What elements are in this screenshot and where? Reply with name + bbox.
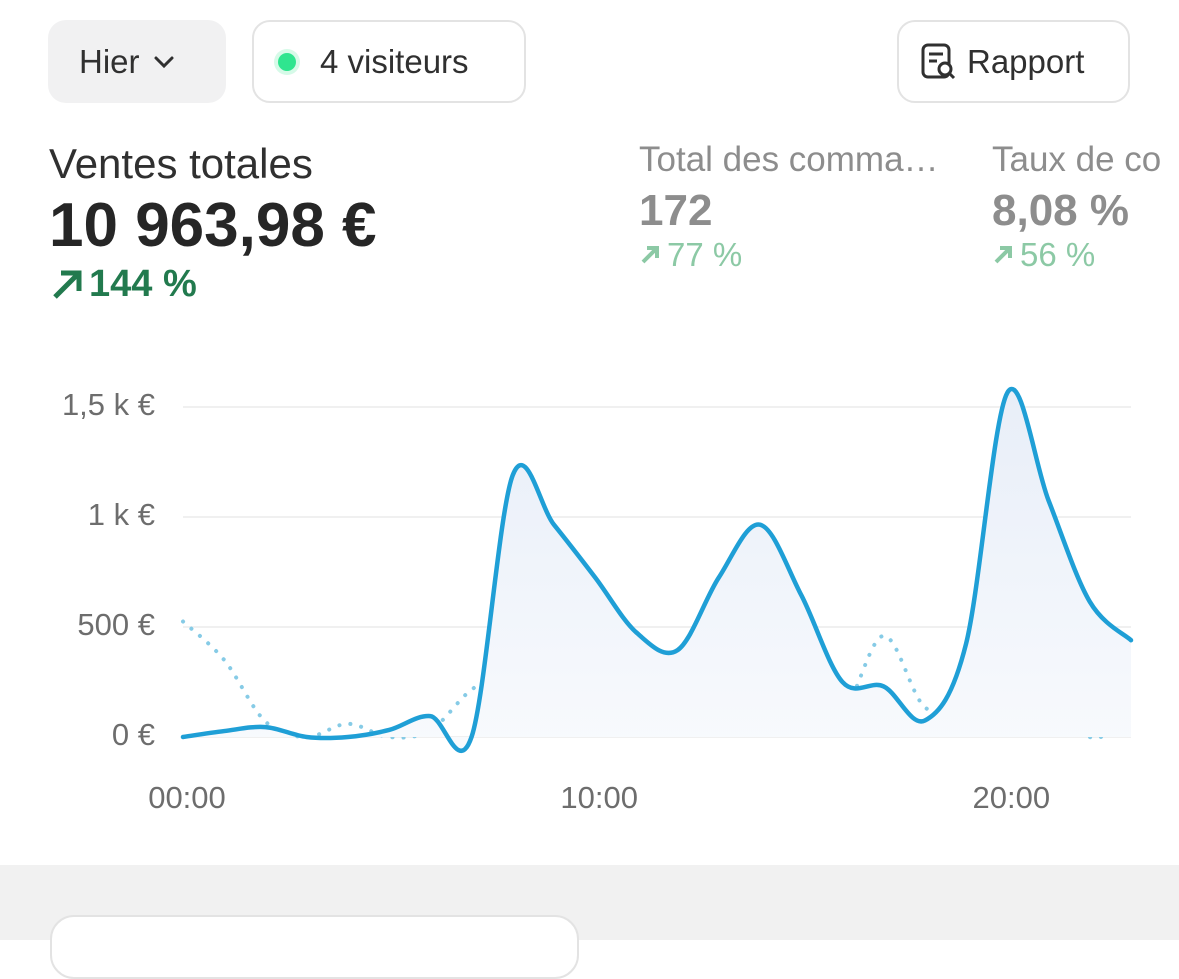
up-arrow xyxy=(53,270,82,299)
metric[interactable]: Taux de co 8,08 % 56 % xyxy=(992,140,1179,274)
report-icon xyxy=(921,43,956,79)
period-label: Hier xyxy=(79,42,140,80)
y-tick-label: 1 k € xyxy=(88,497,155,532)
y-tick-label: 500 € xyxy=(77,607,155,642)
chart: 0 € 500 € 1 k € 1,5 k € 00:00 10:00 20:00 xyxy=(62,387,1134,815)
up-arrow xyxy=(994,246,1012,264)
up-arrow xyxy=(641,246,659,264)
change-value: 144 % xyxy=(89,263,197,305)
visitors-button[interactable]: 4 visiteurs xyxy=(252,20,526,103)
page: Dashboard {"toolbar": {"period": "Hier",… xyxy=(0,20,1179,979)
chevron xyxy=(154,56,174,68)
line xyxy=(180,387,1134,753)
period-button[interactable]: Hier xyxy=(48,20,226,103)
card[interactable] xyxy=(50,915,579,979)
live-dot xyxy=(278,52,296,71)
metric-value: 8,08 % xyxy=(992,186,1129,235)
metric-change: 144 % xyxy=(49,263,377,306)
metric-value: 10 963,98 € xyxy=(49,191,377,260)
metric-value: 172 xyxy=(639,186,713,235)
y-tick-label: 0 € xyxy=(112,717,155,752)
area xyxy=(183,388,1131,751)
report-button[interactable]: Rapport xyxy=(897,20,1130,103)
metric-change: 56 % xyxy=(992,236,1179,274)
metric[interactable]: Ventes totales 10 963,98 € 144 % xyxy=(49,140,377,306)
metric-label: Total des comma… xyxy=(639,140,939,179)
metric-label: Taux de co xyxy=(992,140,1162,179)
metric-change: 77 % xyxy=(639,236,939,274)
change-value: 56 % xyxy=(1020,236,1096,273)
change-value: 77 % xyxy=(667,236,743,273)
x-tick-label: 20:00 xyxy=(973,780,1051,815)
x-tick-label: 00:00 xyxy=(148,780,226,815)
screen: Hier 4 visiteurs Rapport Ventes totales … xyxy=(0,20,1179,979)
x-tick-label: 10:00 xyxy=(560,780,638,815)
y-tick-label: 1,5 k € xyxy=(62,387,155,422)
metric-label: Ventes totales xyxy=(49,140,313,187)
report-label: Rapport xyxy=(967,42,1085,80)
metric[interactable]: Total des comma… 172 77 % xyxy=(639,140,939,274)
visitors-label: 4 visiteurs xyxy=(320,42,469,80)
